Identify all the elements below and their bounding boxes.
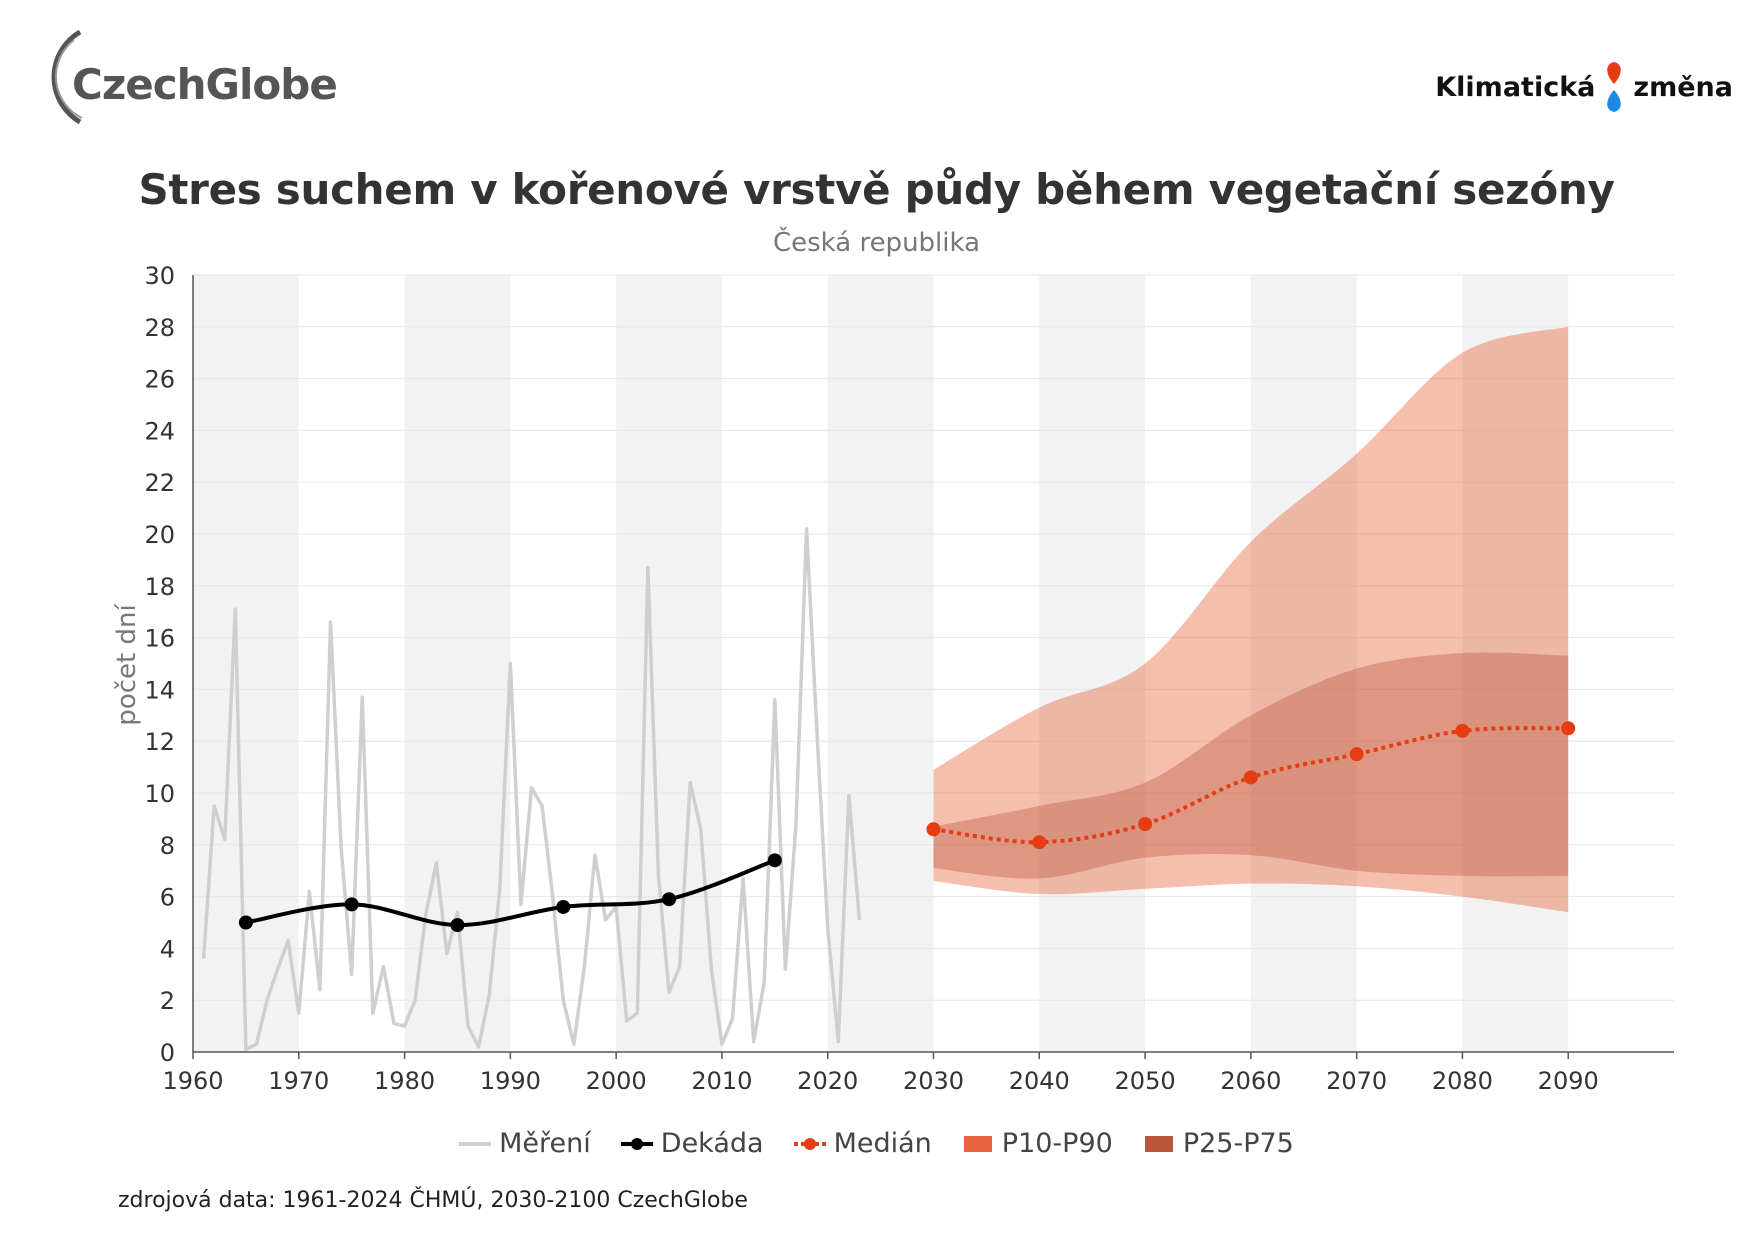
legend-swatch-p25-p75 — [1144, 1135, 1173, 1152]
series-line-mereni — [201, 527, 862, 1052]
point-dekada-1975 — [344, 897, 359, 912]
legend-item-median: Medián — [793, 1128, 932, 1159]
chart-title: Stres suchem v kořenové vrstvě půdy běhe… — [138, 165, 1615, 214]
y-tick-label-18: 18 — [144, 573, 175, 601]
x-tick-label-2060: 2060 — [1220, 1067, 1281, 1095]
y-tick-label-24: 24 — [144, 417, 175, 445]
point-median-2040 — [1032, 835, 1047, 850]
czechglobe-logo-text: CzechGlobe — [72, 60, 338, 109]
point-median-2090 — [1561, 721, 1576, 736]
y-axis-label: počet dní — [112, 604, 142, 726]
legend-label-p10-p90: P10-P90 — [1001, 1128, 1113, 1159]
y-tick-label-10: 10 — [144, 780, 175, 808]
x-tick-label-2000: 2000 — [586, 1067, 647, 1095]
legend-label-p25-p75: P25-P75 — [1182, 1128, 1294, 1159]
y-tick-label-28: 28 — [144, 314, 175, 342]
background-stripes — [193, 275, 1569, 1052]
x-tick-label-2020: 2020 — [797, 1067, 858, 1095]
series-points — [238, 721, 1576, 933]
point-median-2060 — [1243, 770, 1258, 785]
point-median-2080 — [1455, 723, 1470, 738]
stripe-2020 — [827, 275, 934, 1052]
legend-swatch-mereni — [459, 1141, 492, 1146]
legend-swatch-median — [793, 1137, 826, 1150]
x-tick-label-1980: 1980 — [374, 1067, 435, 1095]
x-tick-label-1990: 1990 — [480, 1067, 541, 1095]
legend-item-mereni: Měření — [459, 1128, 591, 1159]
legend-label-median: Medián — [833, 1128, 932, 1159]
czechglobe-logo — [34, 29, 334, 140]
y-tick-label-20: 20 — [144, 521, 175, 549]
x-tick-label-2010: 2010 — [691, 1067, 752, 1095]
x-tick-label-1960: 1960 — [162, 1067, 223, 1095]
drops-icon — [1607, 62, 1622, 112]
legend-label-mereni: Měření — [499, 1128, 591, 1159]
chart-subtitle: Česká republika — [772, 228, 981, 258]
x-tick-label-2030: 2030 — [903, 1067, 964, 1095]
point-median-2030 — [926, 822, 941, 837]
point-dekada-1965 — [238, 915, 253, 930]
point-median-2050 — [1138, 817, 1153, 832]
y-tick-label-26: 26 — [144, 366, 175, 394]
point-dekada-1985 — [450, 918, 465, 933]
logo-word-left: Klimatická — [1435, 71, 1596, 103]
y-tick-label-2: 2 — [160, 987, 175, 1015]
klimaticka-zmena-logo: Klimatická změna — [1435, 62, 1733, 112]
legend: Měření Dekáda Medián P10-P90 P25-P75 — [0, 1128, 1753, 1159]
y-tick-label-0: 0 — [160, 1039, 175, 1067]
legend-swatch-p10-p90 — [963, 1135, 992, 1152]
y-tick-label-12: 12 — [144, 728, 175, 756]
axes: 1960 1970 1980 1990 2000 2010 2020 2030 2040 2050… — [144, 262, 1674, 1095]
stripe-1960 — [193, 275, 299, 1052]
y-tick-label-22: 22 — [144, 469, 175, 497]
point-dekada-1995 — [556, 899, 571, 914]
legend-item-p10-p90: P10-P90 — [962, 1128, 1113, 1159]
point-median-2070 — [1349, 747, 1364, 762]
y-tick-label-14: 14 — [144, 676, 175, 704]
x-tick-label-2080: 2080 — [1432, 1067, 1493, 1095]
x-tick-label-2090: 2090 — [1538, 1067, 1599, 1095]
legend-item-p25-p75: P25-P75 — [1143, 1128, 1294, 1159]
point-dekada-2005 — [662, 892, 677, 907]
stripe-2000 — [616, 275, 722, 1052]
y-tick-label-30: 30 — [144, 262, 175, 290]
stripe-2040 — [1039, 275, 1146, 1052]
y-tick-label-8: 8 — [160, 832, 175, 860]
y-tick-label-16: 16 — [144, 625, 175, 653]
x-tick-label-2070: 2070 — [1326, 1067, 1387, 1095]
logo-word-right: změna — [1633, 71, 1733, 103]
stripe-2060 — [1250, 275, 1357, 1052]
x-tick-label-2050: 2050 — [1115, 1067, 1176, 1095]
legend-swatch-dekada — [620, 1137, 653, 1150]
x-tick-label-2040: 2040 — [1009, 1067, 1070, 1095]
point-dekada-2015 — [767, 853, 782, 868]
legend-label-dekada: Dekáda — [660, 1128, 764, 1159]
stripe-2080 — [1462, 275, 1569, 1052]
series-line-dekada — [245, 858, 776, 928]
source-note: zdrojová data: 1961-2024 ČHMÚ, 2030-2100… — [118, 1188, 748, 1213]
percentile-bands — [933, 326, 1569, 913]
band-p10-p90 — [933, 326, 1569, 913]
y-tick-label-4: 4 — [160, 935, 175, 963]
czechglobe-logo-arc-icon — [51, 29, 83, 125]
band-p25-p75 — [933, 652, 1569, 879]
legend-item-dekada: Dekáda — [620, 1128, 764, 1159]
gridlines — [193, 274, 1674, 1053]
x-tick-label-1970: 1970 — [268, 1067, 329, 1095]
y-tick-label-6: 6 — [160, 884, 175, 912]
